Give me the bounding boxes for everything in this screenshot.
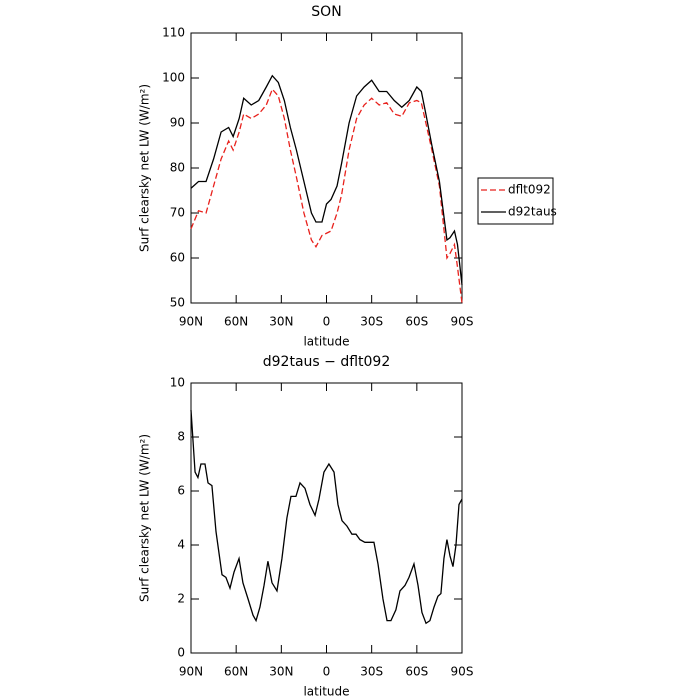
y-tick-label: 6: [177, 484, 185, 498]
x-tick-label: 0: [323, 315, 331, 329]
data-line: [190, 74, 463, 286]
y-tick-label: 100: [162, 71, 185, 85]
x-tick-label: 60N: [224, 315, 248, 329]
data-line: [190, 409, 463, 625]
x-tick-label: 30N: [269, 315, 293, 329]
chart-title: d92taus − dflt092: [263, 354, 390, 370]
x-tick-label: 30N: [269, 665, 293, 679]
x-tick-label: 90S: [451, 315, 474, 329]
x-tick-label: 90N: [179, 315, 203, 329]
x-tick-label: 30S: [360, 315, 383, 329]
y-tick-label: 70: [170, 206, 185, 220]
legend-label: dflt092: [508, 183, 551, 197]
y-tick-label: 2: [177, 592, 185, 606]
x-axis-label: latitude: [303, 685, 349, 699]
y-axis-label: Surf clearsky net LW (W/m²): [138, 84, 152, 252]
y-tick-label: 90: [170, 116, 185, 130]
x-tick-label: 60S: [405, 315, 428, 329]
y-tick-label: 4: [177, 538, 185, 552]
x-tick-label: 60N: [224, 665, 248, 679]
y-tick-label: 10: [170, 376, 185, 390]
legend-frame: [477, 177, 554, 225]
plot-frame: [190, 382, 463, 654]
chart-title: SON: [311, 4, 341, 20]
x-tick-label: 30S: [360, 665, 383, 679]
legend-label: d92taus: [508, 205, 557, 219]
x-tick-label: 60S: [405, 665, 428, 679]
y-tick-label: 80: [170, 161, 185, 175]
data-line: [190, 88, 463, 304]
y-tick-label: 50: [170, 296, 185, 310]
y-tick-label: 0: [177, 646, 185, 660]
legend: dflt092 d92taus: [477, 177, 557, 225]
x-tick-label: 90S: [451, 665, 474, 679]
plot-frame: [190, 32, 463, 304]
x-tick-label: 90N: [179, 665, 203, 679]
y-tick-label: 110: [162, 26, 185, 40]
y-axis-label: Surf clearsky net LW (W/m²): [138, 434, 152, 602]
x-axis-label: latitude: [303, 335, 349, 349]
y-tick-label: 8: [177, 430, 185, 444]
y-tick-label: 60: [170, 251, 185, 265]
x-tick-label: 0: [323, 665, 331, 679]
